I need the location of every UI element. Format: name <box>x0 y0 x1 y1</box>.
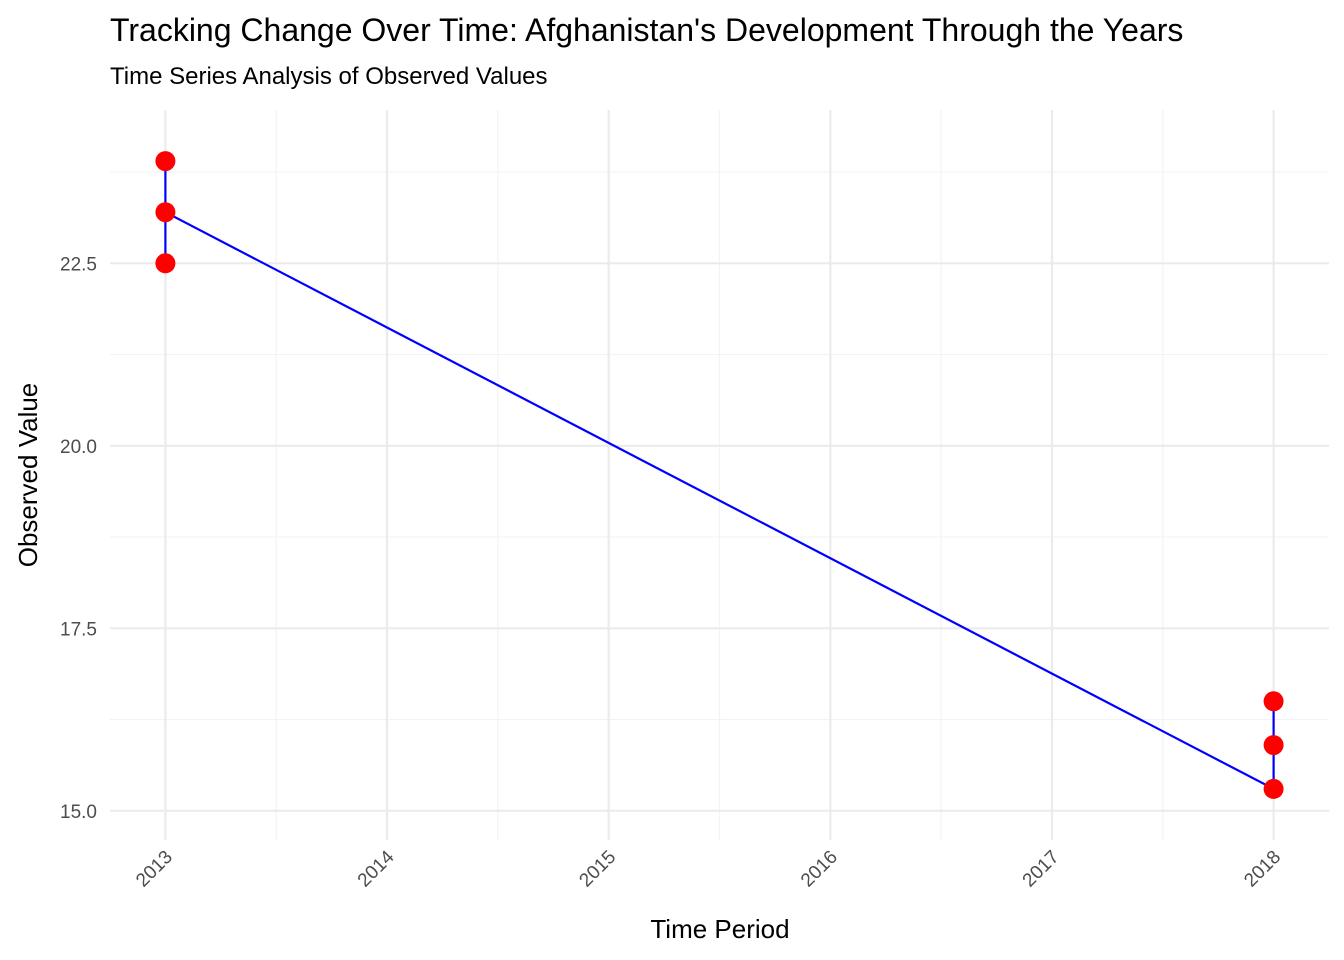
x-tick-label: 2016 <box>797 847 842 892</box>
data-point <box>1263 735 1284 756</box>
chart-subtitle: Time Series Analysis of Observed Values <box>110 63 548 90</box>
chart-title: Tracking Change Over Time: Afghanistan's… <box>110 12 1183 48</box>
data-point <box>1263 778 1284 799</box>
x-tick-label: 2018 <box>1240 847 1285 892</box>
y-tick-label: 15.0 <box>60 802 97 823</box>
x-tick-label: 2017 <box>1019 847 1064 892</box>
x-tick-label: 2014 <box>354 846 399 891</box>
data-point <box>155 253 176 274</box>
data-point <box>155 151 176 172</box>
grid <box>110 110 1329 840</box>
data-point <box>155 202 176 223</box>
x-axis-title: Time Period <box>650 914 789 944</box>
y-tick-label: 17.5 <box>60 619 97 640</box>
y-axis-title: Observed Value <box>13 383 43 568</box>
data-point <box>1263 691 1284 712</box>
y-axis-ticks: 15.0 17.5 20.0 22.5 <box>60 254 97 823</box>
series-points <box>155 151 1284 799</box>
x-axis-ticks: 2013 2014 2015 2016 2017 2018 <box>132 846 1285 891</box>
y-tick-label: 22.5 <box>60 254 97 275</box>
x-tick-label: 2013 <box>132 847 177 892</box>
y-tick-label: 20.0 <box>60 437 97 458</box>
x-tick-label: 2015 <box>575 847 620 892</box>
